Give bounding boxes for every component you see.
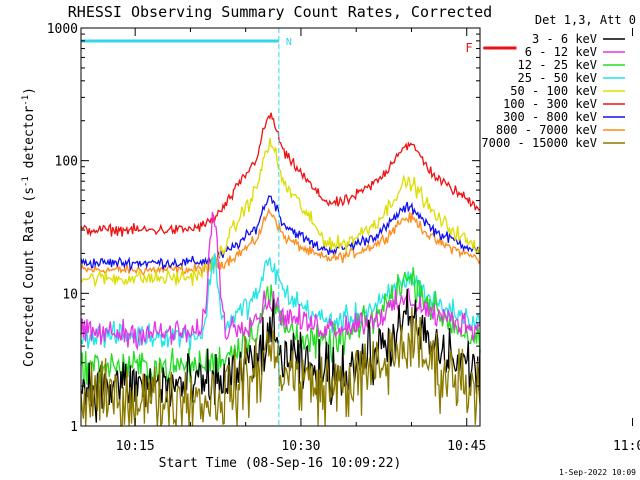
legend-label-50-100-kev: 50 - 100 keV — [510, 84, 597, 98]
legend-label-12-25-kev: 12 - 25 keV — [518, 58, 597, 72]
x-axis-label: Start Time (08-Sep-16 10:09:22) — [159, 456, 402, 471]
x-tick-label: 11:00 — [613, 439, 640, 454]
plot-frame — [80, 27, 481, 427]
x-tick-label: 10:15 — [116, 439, 155, 454]
y-axis-label: Corrected Count Rate (s-1 detector-1) — [21, 87, 37, 367]
night-flag-label: N — [286, 37, 292, 48]
series-line-50-100-kev — [80, 138, 481, 289]
legend-label-300-800-kev: 300 - 800 keV — [503, 110, 597, 124]
y-tick-label: 10 — [62, 287, 78, 302]
series-line-300-800-kev — [80, 195, 481, 272]
series-line-12-25-kev — [80, 267, 481, 388]
footer-date: 1-Sep-2022 10:09 — [559, 468, 636, 477]
plot-data — [80, 112, 481, 427]
x-tick-label: 10:45 — [447, 439, 486, 454]
y-tick-label: 100 — [55, 155, 78, 170]
legend-label-3-6-kev: 3 - 6 keV — [532, 32, 597, 46]
legend-label-25-50-kev: 25 - 50 keV — [518, 71, 597, 85]
series-line-100-300-kev — [80, 112, 481, 238]
legend-label-100-300-kev: 100 - 300 keV — [503, 97, 597, 111]
flare-flag-label: F — [465, 41, 472, 55]
y-axis-label-sup1: -1 — [21, 176, 31, 187]
legend-label-800-7000-kev: 800 - 7000 keV — [496, 123, 597, 137]
series-line-6-12-kev — [80, 211, 481, 351]
legend-label-6-12-kev: 6 - 12 keV — [525, 45, 597, 59]
y-axis-label-main: Corrected Count Rate (s — [22, 187, 37, 367]
series-line-7000-15000-kev — [80, 306, 481, 427]
x-tick-label: 10:30 — [281, 439, 320, 454]
chart-title: RHESSI Observing Summary Count Rates, Co… — [68, 3, 492, 21]
series-line-25-50-kev — [80, 253, 481, 351]
y-axis-label-mid: detector — [22, 106, 37, 177]
y-axis-label-end: ) — [22, 87, 37, 95]
legend-header: Det 1,3, Att 0 — [535, 13, 636, 27]
legend-label-7000-15000-kev: 7000 - 15000 keV — [481, 136, 597, 150]
y-tick-label: 1 — [70, 420, 78, 435]
series-line-3-6-kev — [80, 288, 481, 423]
y-axis-label-sup2: -1 — [21, 95, 31, 106]
y-tick-label: 1000 — [47, 22, 78, 37]
series-line-800-7000-kev — [80, 207, 481, 277]
axes-layer: 110100100010:1510:3010:4511:0011:1511:30… — [47, 22, 640, 454]
